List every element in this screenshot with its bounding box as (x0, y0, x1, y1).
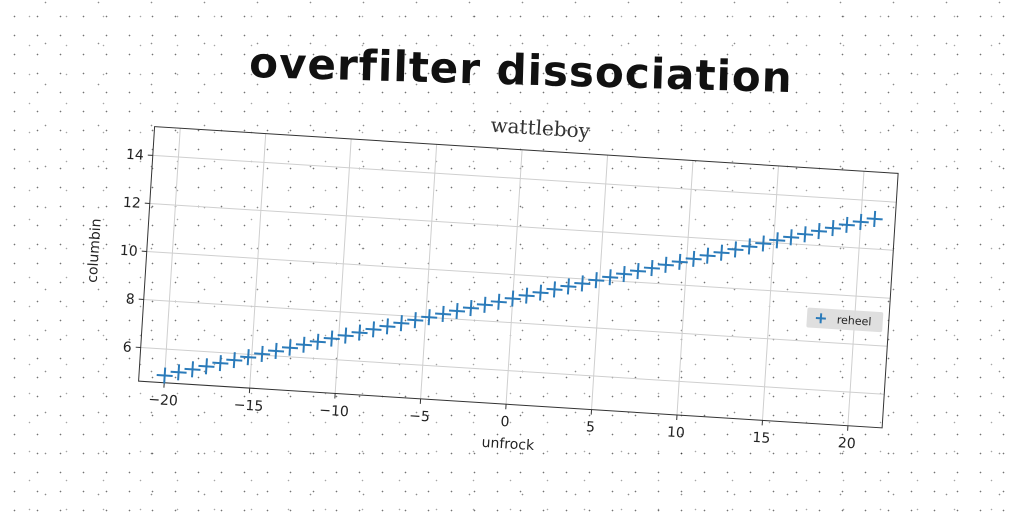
data-point (616, 265, 633, 283)
data-point (699, 247, 716, 264)
x-grid-line (591, 155, 609, 410)
data-point (254, 345, 271, 362)
data-point (435, 305, 452, 323)
data-point (476, 296, 493, 313)
legend: reheel (806, 307, 884, 333)
data-point (518, 287, 535, 304)
data-point (226, 352, 243, 369)
data-point (504, 290, 521, 307)
data-point (574, 275, 591, 292)
x-tick-label: 0 (500, 414, 510, 431)
series-reheel (156, 210, 883, 384)
legend-marker-reheel (815, 313, 826, 324)
y-tick-label: 8 (125, 291, 135, 308)
grid (140, 128, 897, 426)
x-tick-label: 15 (752, 430, 771, 447)
data-point (240, 349, 257, 366)
data-point (309, 333, 326, 350)
chart: wattleboy −20 −15 −10 −5 0 5 10 15 20 6 8 10 12 14 re… (60, 84, 921, 496)
x-tick-label: −10 (319, 403, 349, 421)
page-title: overfilter dissociation (248, 38, 794, 103)
data-point (323, 330, 340, 347)
data-point (685, 250, 702, 267)
data-point (866, 210, 883, 227)
data-point (643, 260, 660, 277)
ticks: −20 −15 −10 −5 0 5 10 15 20 6 8 10 12 14 (119, 147, 856, 452)
x-tick-label: −15 (233, 397, 263, 415)
data-point (198, 358, 215, 375)
x-grid-line (761, 165, 779, 421)
data-point (546, 281, 563, 298)
data-point (490, 293, 507, 310)
y-tick-label: 6 (122, 339, 132, 356)
data-point (268, 342, 285, 360)
x-grid-line (847, 171, 865, 426)
data-point (824, 220, 841, 237)
y-grid-line (143, 298, 888, 347)
data-point (281, 339, 299, 356)
data-point (783, 229, 800, 246)
x-tick-label: 20 (837, 435, 856, 452)
data-point (797, 226, 814, 243)
x-tick-label: 5 (585, 419, 595, 436)
data-point (351, 324, 368, 341)
y-grid-line (140, 347, 885, 395)
data-point (755, 235, 772, 252)
y-grid-line (146, 250, 891, 299)
legend-label-reheel: reheel (836, 313, 871, 328)
chart-svg: wattleboy −20 −15 −10 −5 0 5 10 15 20 6 8 10 12 14 re… (85, 113, 899, 454)
data-point (393, 315, 410, 332)
y-tick-label: 12 (122, 195, 141, 212)
x-grid-line (676, 160, 694, 416)
data-point (769, 232, 786, 249)
data-point (448, 302, 466, 320)
data-point (727, 241, 744, 258)
x-grid-line (420, 144, 438, 399)
data-point (532, 284, 549, 301)
x-grid-line (505, 149, 523, 405)
data-point (560, 278, 577, 295)
data-point (462, 299, 479, 317)
y-tick-label: 14 (125, 147, 144, 164)
x-grid-line (334, 138, 352, 394)
data-point (671, 253, 688, 270)
data-point (212, 355, 229, 372)
x-axis-label: unfrock (481, 435, 535, 454)
x-tick-label: −20 (148, 392, 178, 410)
legend-box (806, 307, 884, 333)
data-point (713, 244, 730, 261)
data-point (588, 272, 605, 289)
data-point (629, 262, 647, 280)
y-tick-label: 10 (119, 243, 138, 260)
x-tick-label: −5 (409, 408, 431, 425)
data-point (810, 223, 828, 240)
data-point (602, 269, 619, 286)
chart-title: wattleboy (490, 113, 592, 143)
y-grid-line (149, 202, 894, 251)
x-grid-line (163, 128, 181, 383)
y-axis-label: columbin (85, 218, 105, 283)
data-point (365, 321, 382, 338)
x-grid-line (249, 133, 267, 389)
data-point (852, 213, 869, 230)
data-point (838, 216, 855, 233)
plot-frame (138, 126, 899, 429)
data-point (156, 367, 173, 384)
data-point (379, 318, 396, 335)
data-point (741, 238, 758, 255)
y-grid-line (152, 154, 897, 203)
data-point (295, 336, 312, 353)
x-tick-label: 10 (666, 424, 685, 441)
data-point (184, 361, 201, 378)
data-point (657, 256, 674, 273)
data-point (337, 327, 354, 344)
data-point (407, 312, 424, 329)
data-point (170, 364, 187, 381)
data-point (421, 309, 438, 326)
